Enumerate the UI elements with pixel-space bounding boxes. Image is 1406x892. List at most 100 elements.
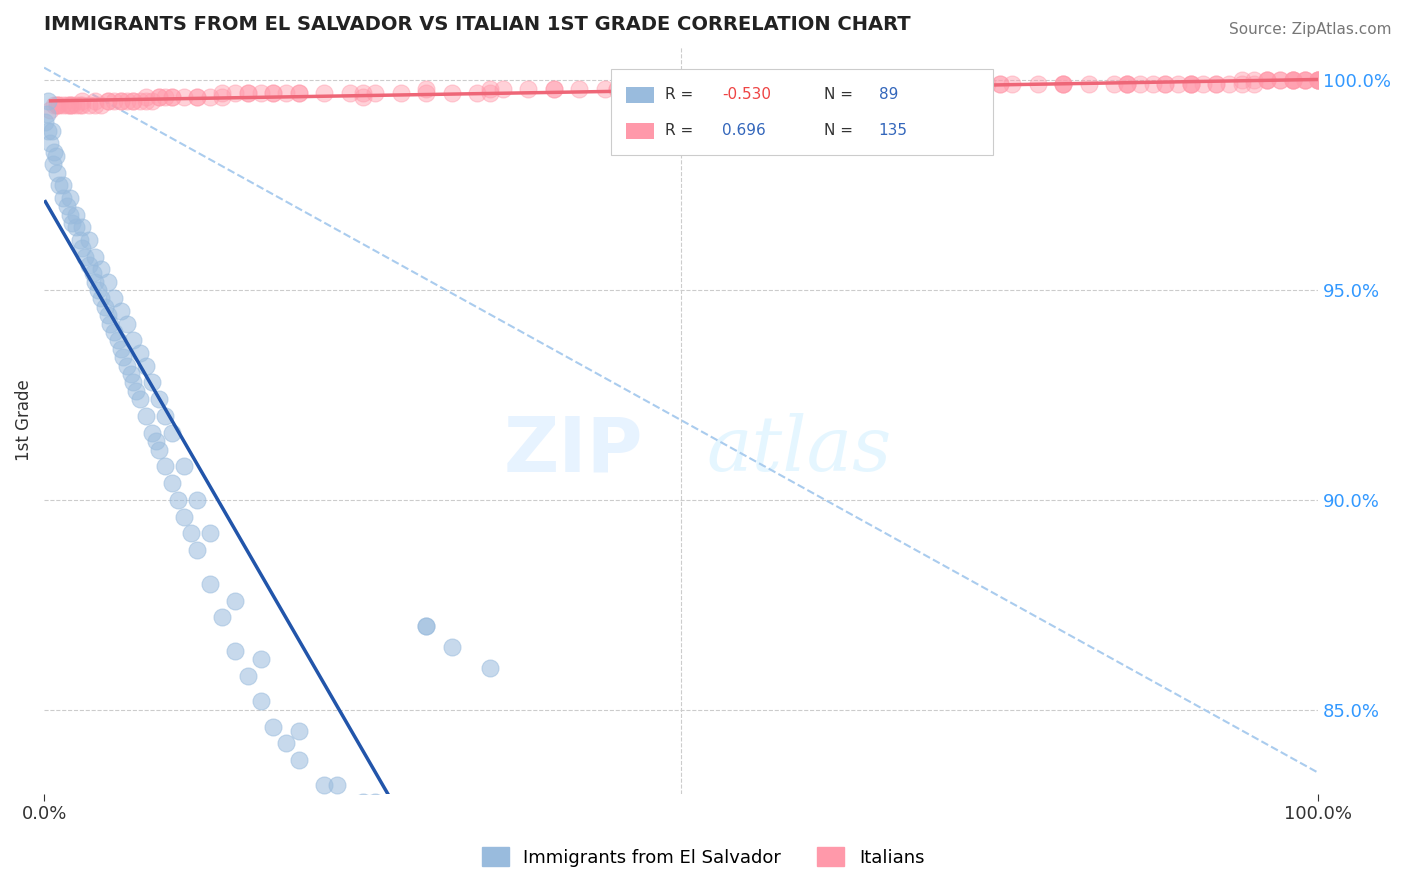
Point xyxy=(262,719,284,733)
Point xyxy=(415,619,437,633)
Point xyxy=(1052,78,1074,92)
Point xyxy=(115,359,138,373)
Point xyxy=(1167,78,1189,92)
Point xyxy=(860,78,883,92)
Point xyxy=(44,98,66,112)
Point xyxy=(1294,73,1316,87)
Point xyxy=(314,86,336,100)
Point xyxy=(1180,78,1202,92)
Point xyxy=(135,359,157,373)
Point xyxy=(1308,73,1330,87)
Point xyxy=(1256,73,1278,87)
Point xyxy=(1281,73,1303,87)
Point xyxy=(56,98,79,112)
Point xyxy=(950,78,973,92)
Legend: Immigrants from El Salvador, Italians: Immigrants from El Salvador, Italians xyxy=(474,840,932,874)
Point xyxy=(249,86,271,100)
Point xyxy=(141,376,163,390)
Point xyxy=(112,350,135,364)
Point xyxy=(160,425,183,440)
Point xyxy=(141,94,163,108)
Point xyxy=(173,459,195,474)
Point xyxy=(976,78,998,92)
Point xyxy=(148,442,170,457)
Point xyxy=(644,81,666,95)
Text: R =: R = xyxy=(665,87,697,103)
Text: atlas: atlas xyxy=(707,413,891,487)
Point xyxy=(364,795,387,809)
Point xyxy=(180,526,202,541)
Point xyxy=(60,216,83,230)
Point xyxy=(364,86,387,100)
Point xyxy=(1268,73,1291,87)
Text: 0.696: 0.696 xyxy=(721,123,766,138)
Point xyxy=(276,86,298,100)
Point xyxy=(115,317,138,331)
Point xyxy=(1154,78,1177,92)
Point xyxy=(797,81,820,95)
Point xyxy=(352,795,374,809)
Point xyxy=(110,304,132,318)
Point xyxy=(135,90,157,104)
Point xyxy=(669,81,692,95)
Point xyxy=(122,334,145,348)
Point xyxy=(153,409,176,423)
Point xyxy=(1116,78,1139,92)
Point xyxy=(52,191,75,205)
Point xyxy=(479,661,502,675)
Point xyxy=(236,86,259,100)
Point xyxy=(1052,78,1074,92)
Point xyxy=(1230,73,1253,87)
Point xyxy=(98,317,121,331)
Point xyxy=(797,78,820,92)
Point xyxy=(58,98,80,112)
Point xyxy=(669,81,692,95)
Point xyxy=(39,136,62,151)
Point xyxy=(415,81,437,95)
Point xyxy=(1104,78,1126,92)
Point xyxy=(1205,78,1227,92)
FancyBboxPatch shape xyxy=(626,87,654,103)
Text: N =: N = xyxy=(824,87,858,103)
Point xyxy=(352,90,374,104)
Point xyxy=(173,509,195,524)
Point xyxy=(97,308,120,322)
Point xyxy=(1180,78,1202,92)
Point xyxy=(415,619,437,633)
Point xyxy=(65,208,87,222)
Point xyxy=(186,492,208,507)
Point xyxy=(65,98,87,112)
Point xyxy=(86,283,108,297)
Point xyxy=(1281,73,1303,87)
Point xyxy=(148,90,170,104)
Point xyxy=(593,81,616,95)
Point xyxy=(186,90,208,104)
FancyBboxPatch shape xyxy=(626,123,654,139)
Point xyxy=(103,325,125,339)
Point xyxy=(288,753,311,767)
Point xyxy=(45,98,67,112)
Point xyxy=(45,98,67,112)
Point xyxy=(69,98,91,112)
Point xyxy=(1308,73,1330,87)
Point xyxy=(60,98,83,112)
Point xyxy=(1001,78,1024,92)
Point xyxy=(90,98,112,112)
Point xyxy=(128,346,150,360)
Point xyxy=(110,342,132,356)
Point xyxy=(249,652,271,666)
Point xyxy=(52,178,75,193)
Point xyxy=(1308,73,1330,87)
Point xyxy=(48,178,70,193)
Point xyxy=(772,81,794,95)
Point xyxy=(69,233,91,247)
Point xyxy=(84,98,107,112)
Point xyxy=(72,94,94,108)
Point xyxy=(56,199,79,213)
Point xyxy=(352,86,374,100)
Point xyxy=(58,98,80,112)
Point xyxy=(211,86,233,100)
Point xyxy=(77,98,100,112)
Point xyxy=(440,640,463,654)
Point xyxy=(1205,78,1227,92)
